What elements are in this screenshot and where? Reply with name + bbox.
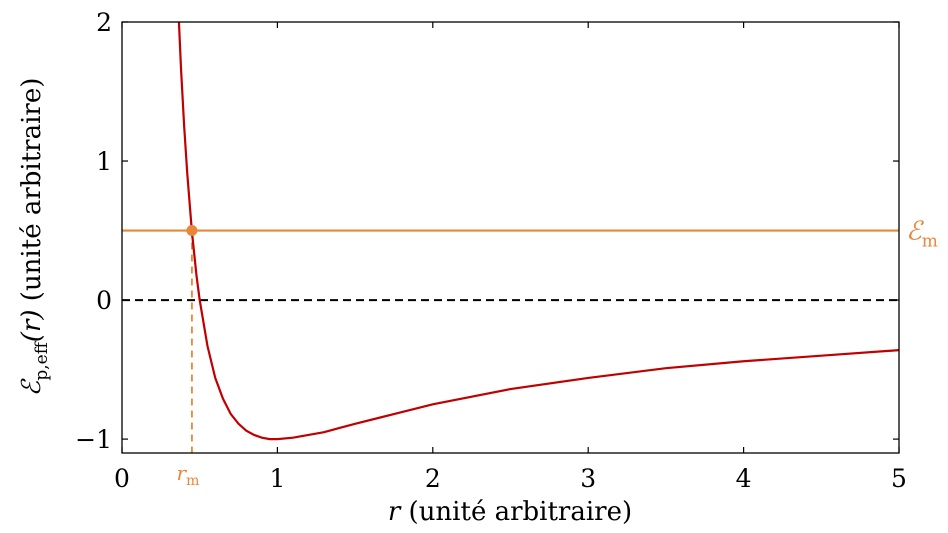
- x-tick-label: 3: [580, 464, 596, 493]
- x-tick-label: 4: [736, 464, 752, 493]
- y-tick-label: 0: [96, 286, 112, 315]
- x-axis-ticks: 0 1 2 3 4 5: [114, 22, 907, 493]
- energy-level-label: ℰm: [906, 217, 938, 252]
- y-tick-label: 2: [96, 8, 112, 37]
- y-axis-title: ℰp,eff(r) (unité arbitraire): [17, 78, 52, 397]
- x-tick-label: 5: [891, 464, 907, 493]
- plot-frame: [121, 21, 900, 454]
- y-tick-label: 1: [96, 147, 112, 176]
- r-m-tick-label: rm: [177, 461, 200, 489]
- turning-point-marker: [186, 225, 198, 237]
- x-axis-title: r (unité arbitraire): [388, 497, 632, 527]
- x-tick-label: 2: [425, 464, 441, 493]
- x-tick-label: 1: [269, 464, 285, 493]
- y-tick-label: −1: [75, 425, 112, 454]
- x-tick-label: 0: [114, 464, 130, 493]
- effective-potential-curve: [177, 22, 899, 441]
- y-axis-ticks: −1 0 1 2: [75, 8, 899, 454]
